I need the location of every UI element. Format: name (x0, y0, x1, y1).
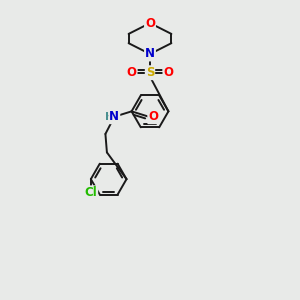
Text: N: N (109, 110, 119, 123)
Text: O: O (127, 66, 136, 79)
Text: O: O (145, 16, 155, 30)
Text: S: S (146, 66, 154, 79)
Text: N: N (145, 47, 155, 61)
Text: Cl: Cl (85, 186, 97, 199)
Text: O: O (164, 66, 173, 79)
Text: O: O (148, 110, 158, 123)
Text: H: H (105, 112, 114, 122)
